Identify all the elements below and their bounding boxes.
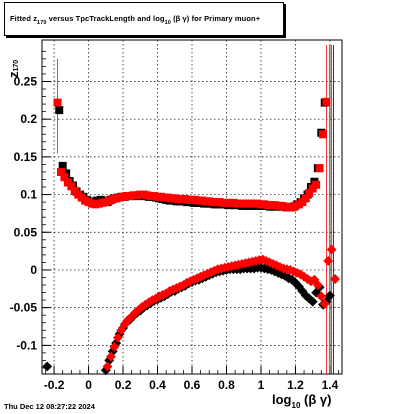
red-point bbox=[60, 173, 69, 182]
title-box: Fitted z170 versus TpcTrackLength and lo… bbox=[4, 2, 284, 36]
red-point bbox=[319, 130, 328, 139]
x-axis-label: log10 (β γ) bbox=[272, 392, 332, 410]
black-point bbox=[324, 290, 335, 301]
red-point bbox=[67, 182, 76, 191]
y-tick-label: 0.15 bbox=[14, 150, 38, 164]
y-tick-label: 0.1 bbox=[20, 188, 37, 202]
red-point bbox=[330, 274, 341, 284]
black-point bbox=[58, 161, 67, 170]
x-tick-label: 1 bbox=[258, 378, 265, 392]
red-point bbox=[301, 194, 310, 203]
red-point bbox=[319, 298, 330, 309]
y-tick-label: 0.05 bbox=[14, 225, 38, 239]
y-tick-label: 0 bbox=[30, 263, 37, 277]
red-point bbox=[305, 189, 314, 198]
red-point bbox=[326, 244, 337, 255]
red-point bbox=[312, 280, 323, 290]
red-point bbox=[312, 180, 321, 189]
x-tick-label: 0 bbox=[85, 378, 92, 392]
y-tick-label: -0.05 bbox=[10, 301, 38, 315]
x-tick-label: -0.2 bbox=[44, 378, 65, 392]
timestamp: Thu Dec 12 08:27:22 2024 bbox=[4, 402, 95, 411]
x-tick-label: 0.2 bbox=[115, 378, 132, 392]
y-axis-label: z170 bbox=[6, 59, 21, 78]
x-tick-label: 0.4 bbox=[149, 378, 166, 392]
x-tick-label: 1.2 bbox=[287, 378, 304, 392]
axes: -0.2 0 0.2 0.4 0.6 0.8 1 1.2 1.4 -0.1 -0.05 0 0.05 0.… bbox=[10, 50, 339, 392]
y-tick-label: 0.25 bbox=[14, 74, 38, 88]
x-tick-label: 0.6 bbox=[184, 378, 201, 392]
red-point bbox=[323, 255, 334, 266]
red-point bbox=[316, 291, 327, 302]
red-point bbox=[322, 97, 331, 106]
y-tick-label: 0.2 bbox=[20, 112, 37, 126]
black-point bbox=[55, 106, 64, 115]
black-point bbox=[307, 296, 318, 307]
red-point bbox=[56, 167, 65, 176]
x-tick-label: 0.8 bbox=[218, 378, 235, 392]
red-point bbox=[315, 164, 324, 173]
y-tick-label: -0.1 bbox=[16, 338, 37, 352]
red-series bbox=[53, 97, 341, 372]
x-tick-label: 1.4 bbox=[322, 378, 339, 392]
chart-title: Fitted z170 versus TpcTrackLength and lo… bbox=[10, 14, 261, 26]
red-point bbox=[53, 98, 62, 107]
